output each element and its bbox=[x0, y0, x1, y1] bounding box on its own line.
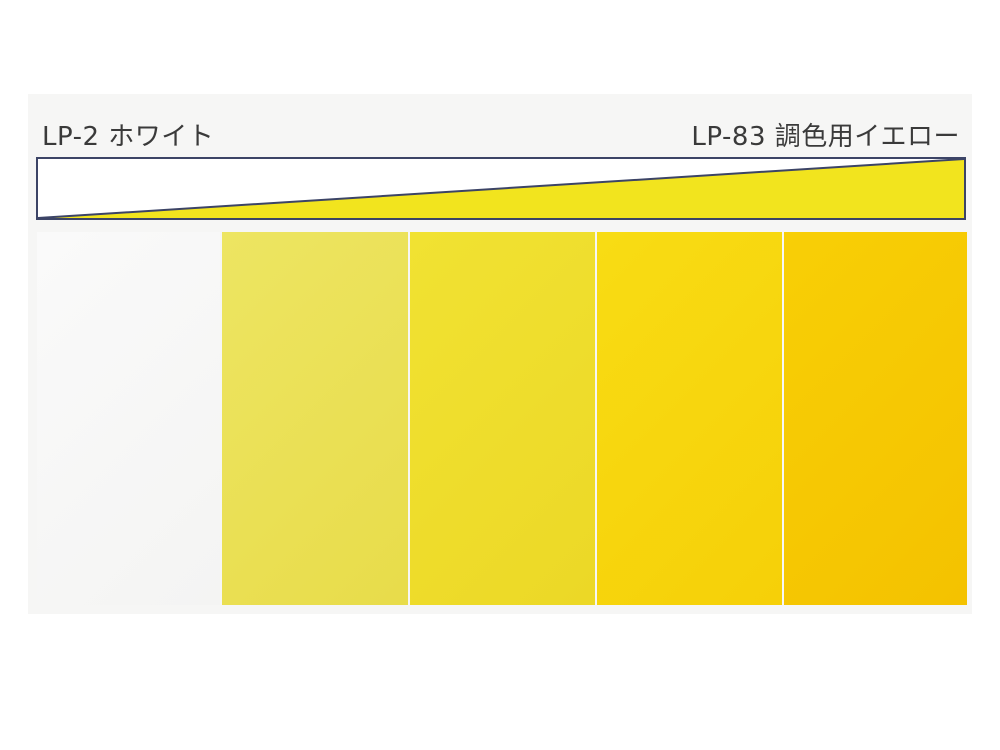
mix-ratio-gradient-bar bbox=[36, 157, 966, 220]
color-swatch-4 bbox=[597, 232, 782, 605]
label-white: LP-2 ホワイト bbox=[42, 122, 215, 152]
color-swatch-3 bbox=[410, 232, 595, 605]
wedge-edge bbox=[37, 158, 965, 219]
color-swatch-5 bbox=[784, 232, 967, 605]
label-yellow: LP-83 調色用イエロー bbox=[691, 122, 960, 152]
color-swatch-2 bbox=[222, 232, 408, 605]
color-swatch-1 bbox=[37, 232, 220, 605]
